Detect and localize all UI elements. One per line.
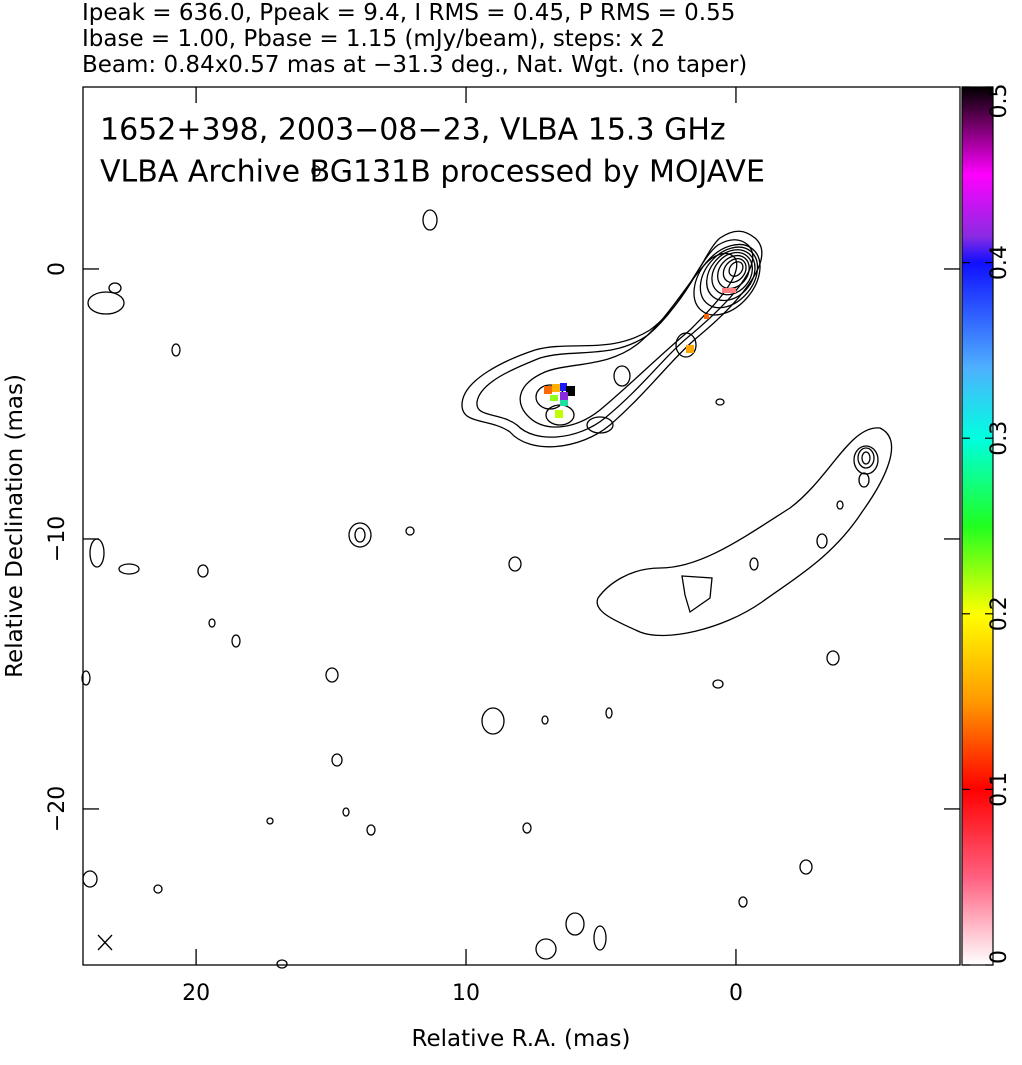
y-tick-label: 0 <box>45 262 70 276</box>
contours <box>81 165 893 969</box>
colorbar-tick-label: 0 <box>987 950 1012 964</box>
x-tick-label: 10 <box>452 981 480 1006</box>
plot-frame <box>82 86 961 966</box>
colorbar-tick-label: 0.1 <box>987 772 1012 807</box>
header-line: Ibase = 1.00, Pbase = 1.15 (mJy/beam), s… <box>82 26 665 52</box>
x-tick-label: 0 <box>729 981 743 1006</box>
colorbar-tick-label: 0.2 <box>987 596 1012 631</box>
y-tick-label: −10 <box>45 516 70 562</box>
chart-subtitle: VLBA Archive BG131B processed by MOJAVE <box>100 155 765 190</box>
chart-title: 1652+398, 2003−08−23, VLBA 15.3 GHz <box>100 113 726 148</box>
header-line: Ipeak = 636.0, Ppeak = 9.4, I RMS = 0.45… <box>82 0 735 26</box>
y-tick-label: −20 <box>45 786 70 832</box>
colorbar <box>961 86 994 966</box>
polarization-pixels <box>544 288 736 418</box>
colorbar-tick-label: 0.4 <box>987 245 1012 280</box>
x-axis-label: Relative R.A. (mas) <box>412 1026 631 1052</box>
header-line: Beam: 0.84x0.57 mas at −31.3 deg., Nat. … <box>82 52 747 78</box>
y-axis-label: Relative Declination (mas) <box>2 374 28 678</box>
colorbar-tick-label: 0.5 <box>987 84 1012 119</box>
colorbar-tick-label: 0.3 <box>987 421 1012 456</box>
x-tick-label: 20 <box>182 981 210 1006</box>
